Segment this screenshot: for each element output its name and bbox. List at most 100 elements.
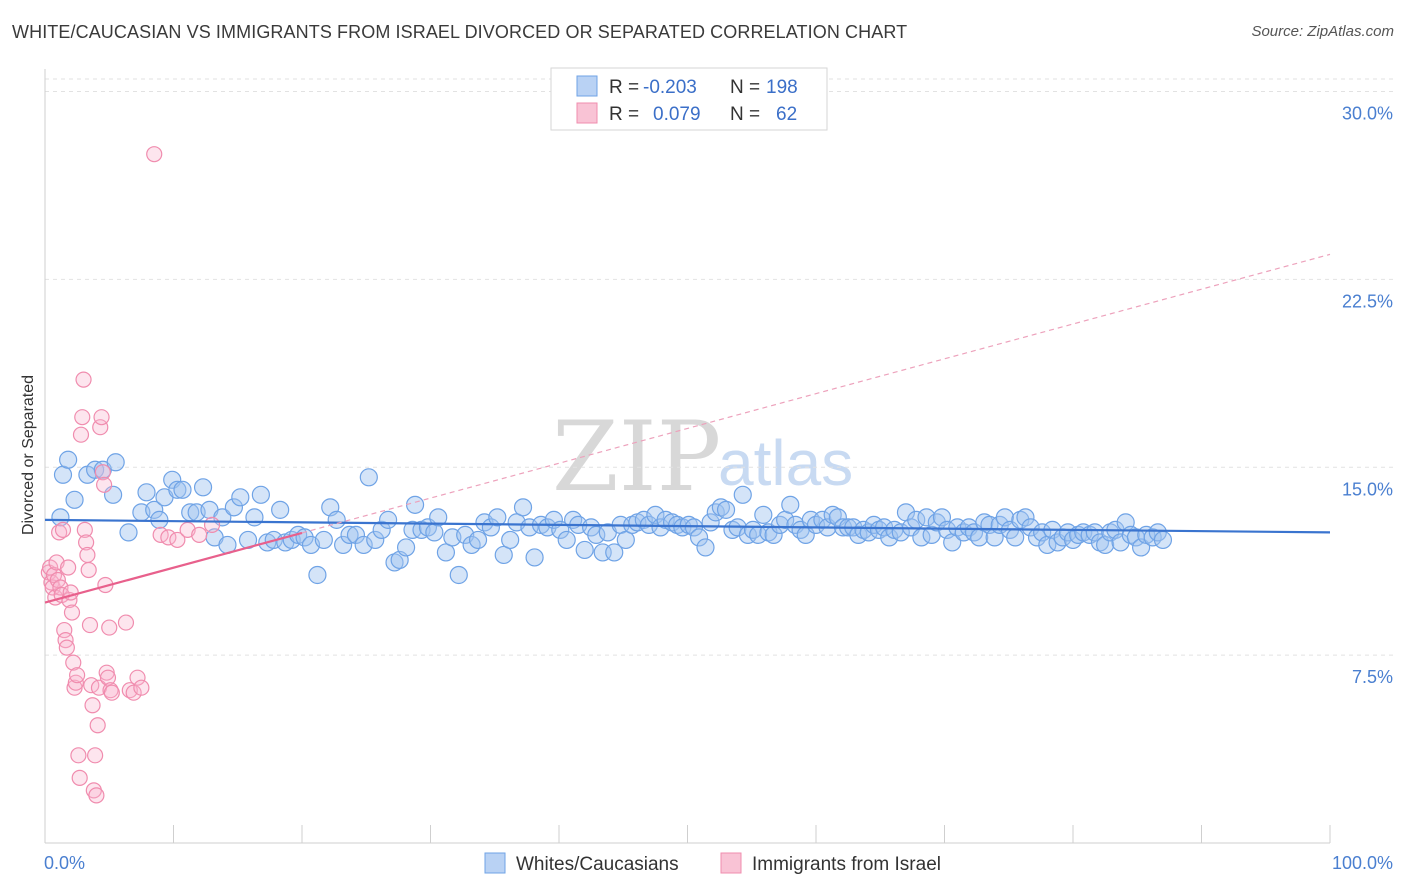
point-whites — [59, 450, 78, 469]
gridlines — [45, 78, 1394, 656]
point-israel — [72, 426, 90, 443]
point-whites — [51, 508, 70, 527]
trend-line-israel — [44, 531, 303, 604]
legend-n-value-2: 62 — [776, 104, 797, 125]
point-israel — [203, 516, 221, 533]
point-whites — [53, 465, 73, 484]
point-israel — [94, 464, 111, 481]
point-whites — [340, 525, 359, 545]
x-tick-label-min: 0.0% — [44, 853, 85, 873]
point-whites — [396, 538, 416, 557]
legend-swatch-blue — [576, 75, 598, 97]
point-whites — [696, 538, 715, 557]
point-whites — [494, 545, 513, 565]
point-whites — [587, 525, 606, 545]
point-whites — [251, 485, 270, 504]
point-israel — [84, 697, 101, 714]
legend-n-label-2: N = — [730, 104, 760, 125]
point-israel — [117, 614, 135, 631]
point-whites — [405, 495, 425, 514]
point-israel — [76, 521, 93, 538]
y-tick-label: 7.5% — [1352, 667, 1393, 687]
legend-r-label-2: R = — [609, 104, 639, 125]
point-israel — [71, 769, 88, 786]
point-whites — [366, 530, 385, 550]
point-whites — [385, 553, 404, 572]
point-whites — [429, 508, 448, 527]
y-tick-label: 22.5% — [1342, 291, 1393, 311]
bottom-legend: Whites/Caucasians Immigrants from Israel — [484, 852, 941, 875]
point-israel — [74, 409, 91, 426]
point-whites — [616, 530, 635, 550]
top-legend: R = -0.203 N = 198 R = 0.079 N = 62 — [550, 67, 828, 131]
point-israel — [96, 476, 113, 493]
point-israel — [99, 669, 117, 686]
point-whites — [378, 510, 398, 529]
point-whites — [308, 565, 327, 585]
point-whites — [449, 565, 468, 585]
point-whites — [354, 535, 373, 555]
point-whites — [106, 453, 125, 472]
point-whites — [173, 480, 192, 499]
point-whites — [575, 540, 594, 560]
legend-n-label-1: N = — [730, 77, 760, 98]
bottom-legend-swatch-blue — [484, 852, 506, 874]
point-whites — [1006, 528, 1025, 547]
point-whites — [245, 508, 264, 527]
chart-title: WHITE/CAUCASIAN VS IMMIGRANTS FROM ISRAE… — [12, 22, 908, 42]
point-israel — [89, 717, 106, 734]
point-whites — [557, 530, 576, 550]
point-israel — [63, 604, 81, 621]
point-whites — [488, 508, 507, 527]
axes — [44, 69, 1331, 844]
point-whites — [314, 530, 333, 550]
point-israel — [101, 619, 118, 636]
point-israel — [70, 747, 87, 764]
trend-line-israel-extrapolated — [301, 253, 1331, 534]
point-whites — [513, 498, 533, 517]
point-israel — [129, 669, 146, 686]
point-whites — [327, 510, 346, 529]
point-whites — [716, 500, 736, 519]
trend-lines — [44, 253, 1331, 604]
point-whites — [823, 505, 842, 524]
point-israel — [75, 371, 92, 388]
point-israel — [88, 787, 105, 804]
point-israel — [87, 747, 104, 764]
point-whites — [754, 505, 773, 524]
point-whites — [781, 495, 800, 514]
watermark-zip: ZIP — [552, 401, 721, 513]
point-whites — [436, 543, 456, 562]
point-whites — [917, 508, 936, 527]
point-whites — [711, 498, 731, 517]
point-whites — [231, 488, 250, 507]
point-whites — [193, 478, 213, 497]
point-whites — [854, 520, 873, 539]
bottom-legend-swatch-pink — [720, 852, 742, 874]
point-israel — [125, 684, 142, 701]
legend-n-value-1: 198 — [766, 77, 798, 98]
point-whites — [684, 518, 704, 537]
point-whites — [501, 530, 520, 550]
point-whites — [65, 490, 84, 509]
x-tick-labels: 0.0% 100.0% — [44, 853, 1393, 873]
point-whites — [425, 523, 444, 542]
point-whites — [119, 523, 138, 542]
point-israel — [54, 521, 72, 538]
point-israel — [169, 531, 186, 549]
bottom-legend-label-israel: Immigrants from Israel — [752, 854, 941, 875]
point-whites — [679, 515, 698, 534]
point-whites — [927, 513, 946, 532]
point-israel — [78, 534, 95, 551]
point-israel — [103, 684, 120, 701]
point-israel — [69, 667, 86, 684]
point-whites — [733, 485, 752, 504]
point-whites — [1021, 518, 1040, 537]
legend-r-value-1: -0.203 — [643, 77, 697, 98]
point-whites — [145, 500, 164, 519]
point-whites — [1016, 508, 1035, 527]
point-israel — [65, 654, 82, 671]
point-whites — [1085, 523, 1104, 542]
point-whites — [975, 513, 994, 532]
